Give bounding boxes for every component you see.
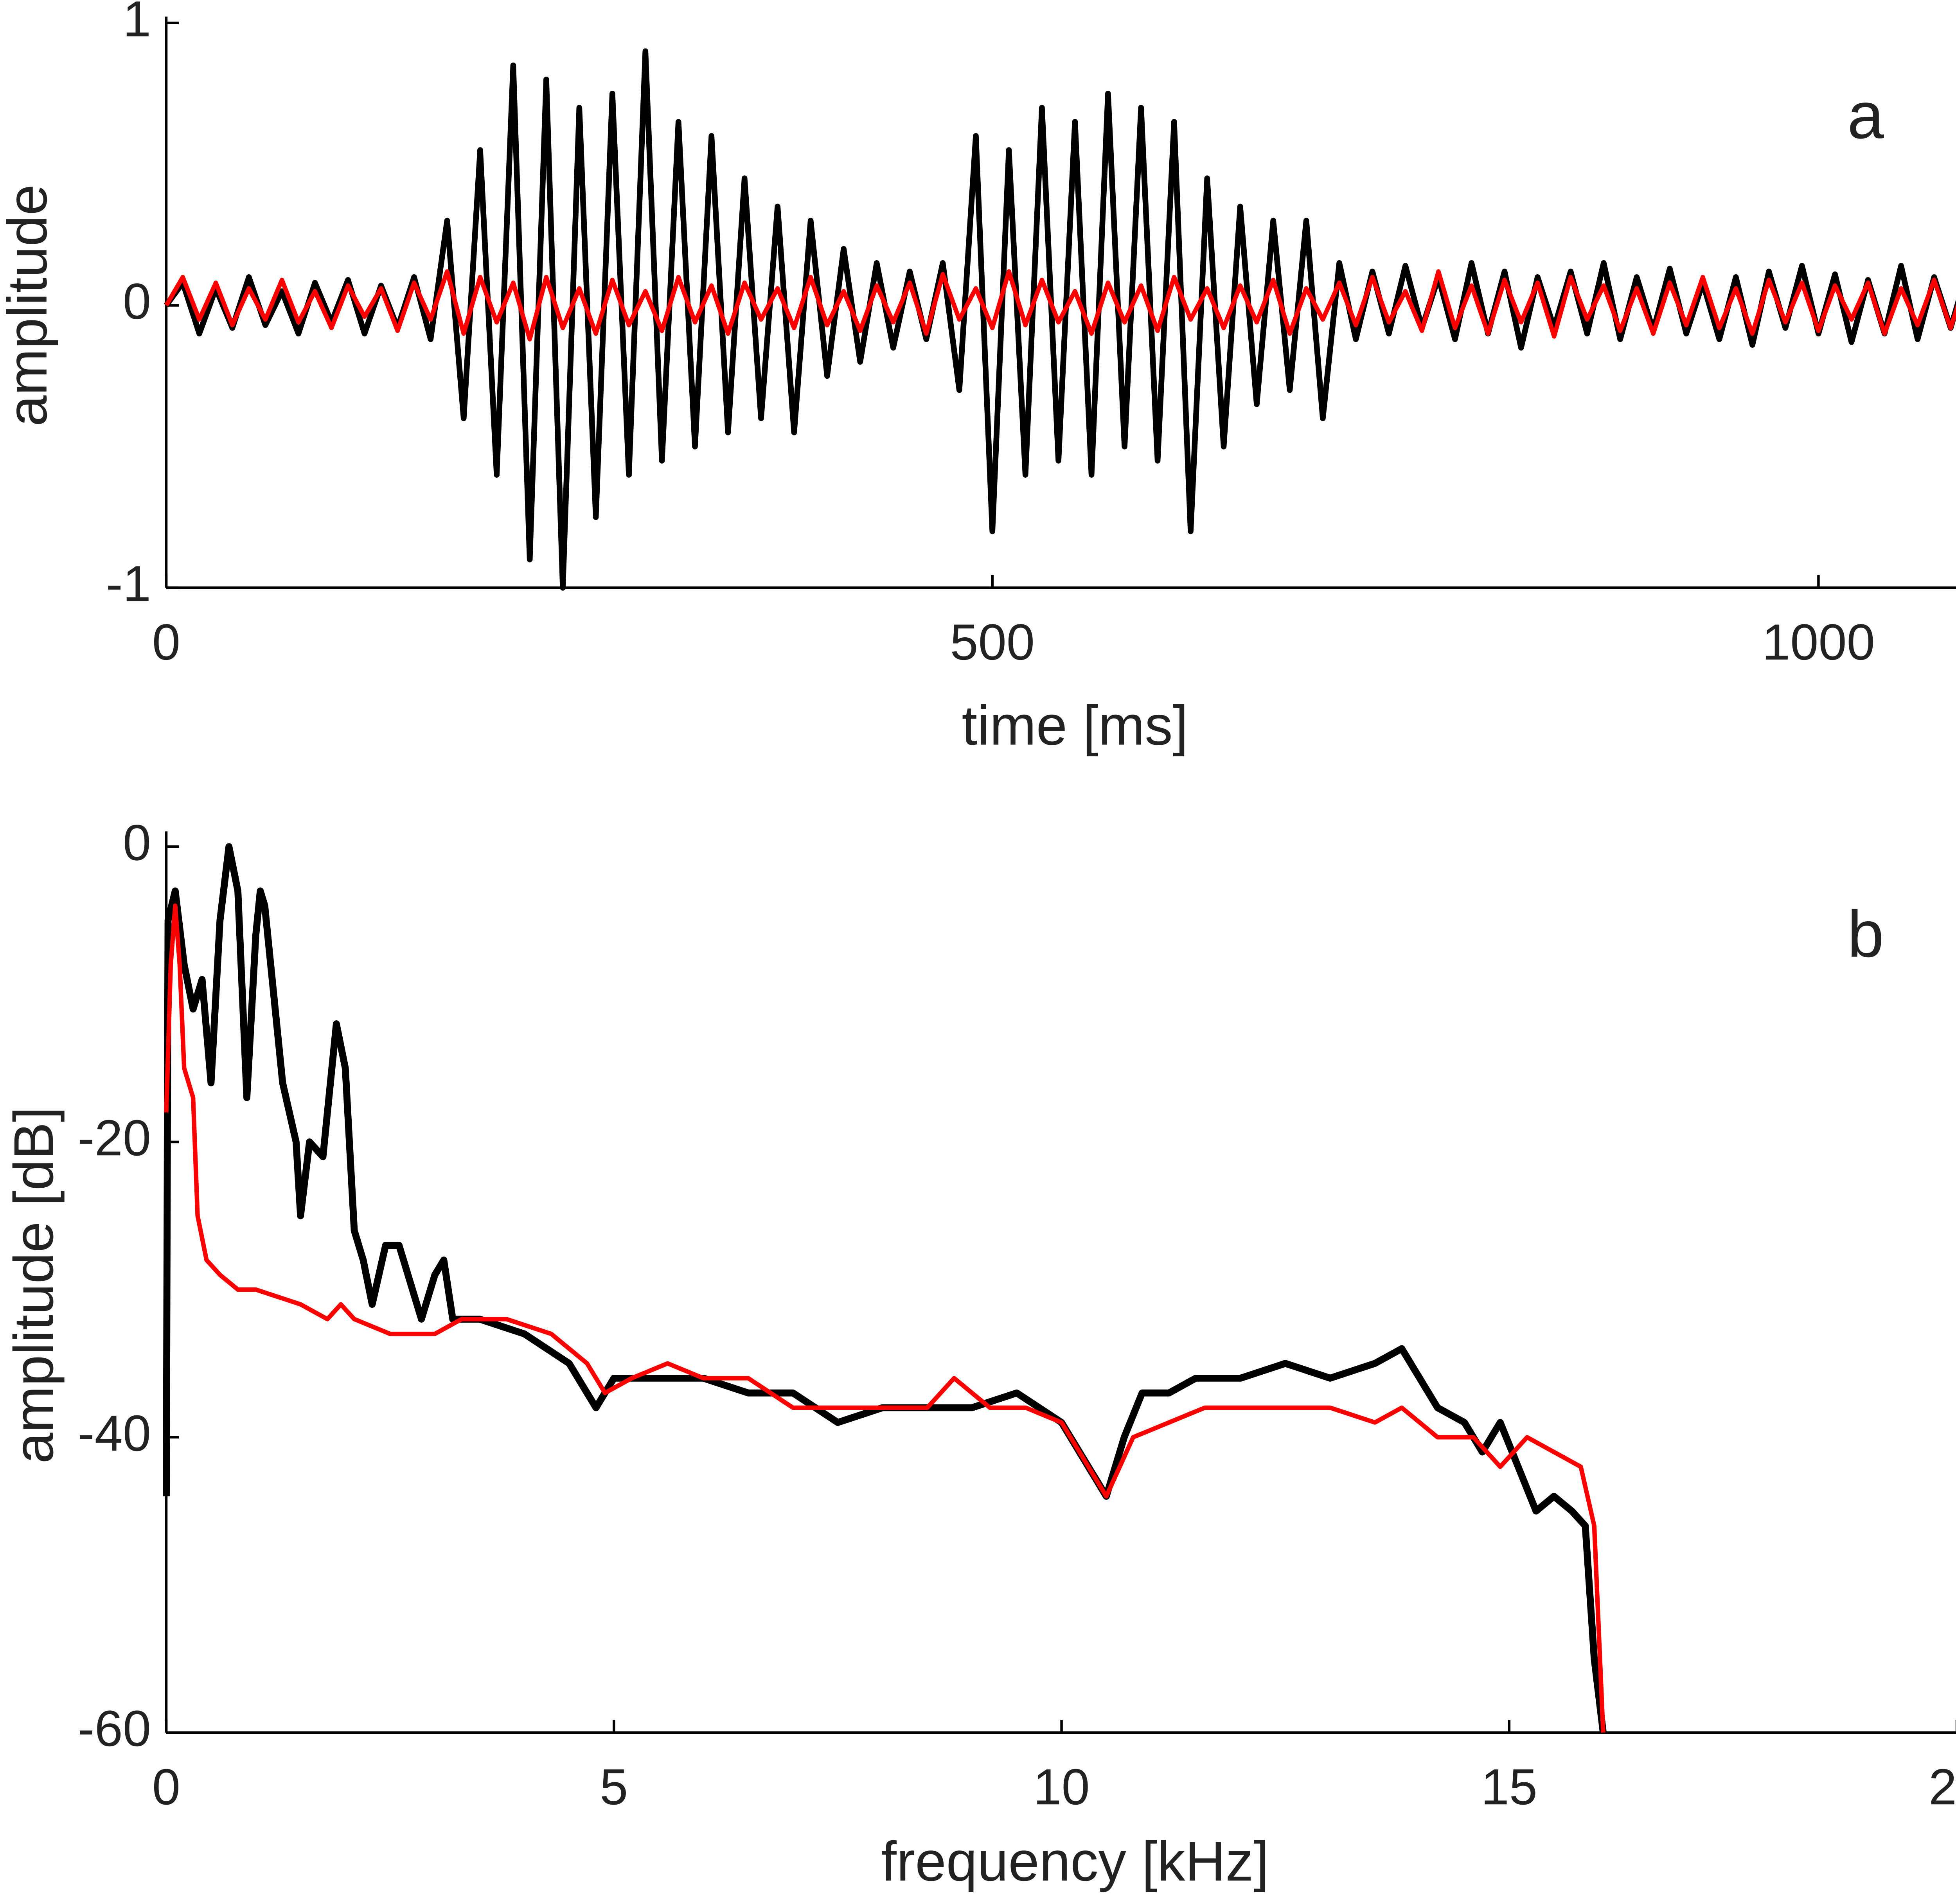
y-axis-label: amplitude bbox=[0, 184, 59, 426]
x-axis-label: frequency [kHz] bbox=[881, 1830, 1269, 1893]
data-line bbox=[164, 903, 1605, 1733]
data-line bbox=[164, 269, 1956, 342]
x-tick-label: 0 bbox=[152, 614, 180, 671]
y-tick-label: -20 bbox=[78, 1109, 151, 1166]
x-tick-label: 15 bbox=[1481, 1758, 1537, 1815]
x-tick-label: 20 bbox=[1929, 1758, 1956, 1815]
panel-label: b bbox=[1847, 897, 1884, 971]
data-line bbox=[163, 843, 1607, 1733]
panel-label: a bbox=[1847, 78, 1884, 152]
y-tick-label: 1 bbox=[123, 0, 151, 47]
x-axis-label: time [ms] bbox=[962, 694, 1188, 757]
x-tick-label: 0 bbox=[152, 1758, 180, 1815]
x-tick-label: 500 bbox=[950, 614, 1035, 671]
y-tick-label: 0 bbox=[123, 273, 151, 330]
y-tick-label: -1 bbox=[106, 556, 151, 612]
y-tick-label: -40 bbox=[78, 1405, 151, 1462]
x-tick-label: 1000 bbox=[1762, 614, 1875, 671]
y-tick-label: -60 bbox=[78, 1700, 151, 1757]
y-tick-label: 0 bbox=[123, 814, 151, 871]
x-tick-label: 5 bbox=[600, 1758, 628, 1815]
y-axis-label: amplitude [dB] bbox=[3, 1107, 65, 1464]
x-tick-label: 10 bbox=[1033, 1758, 1089, 1815]
